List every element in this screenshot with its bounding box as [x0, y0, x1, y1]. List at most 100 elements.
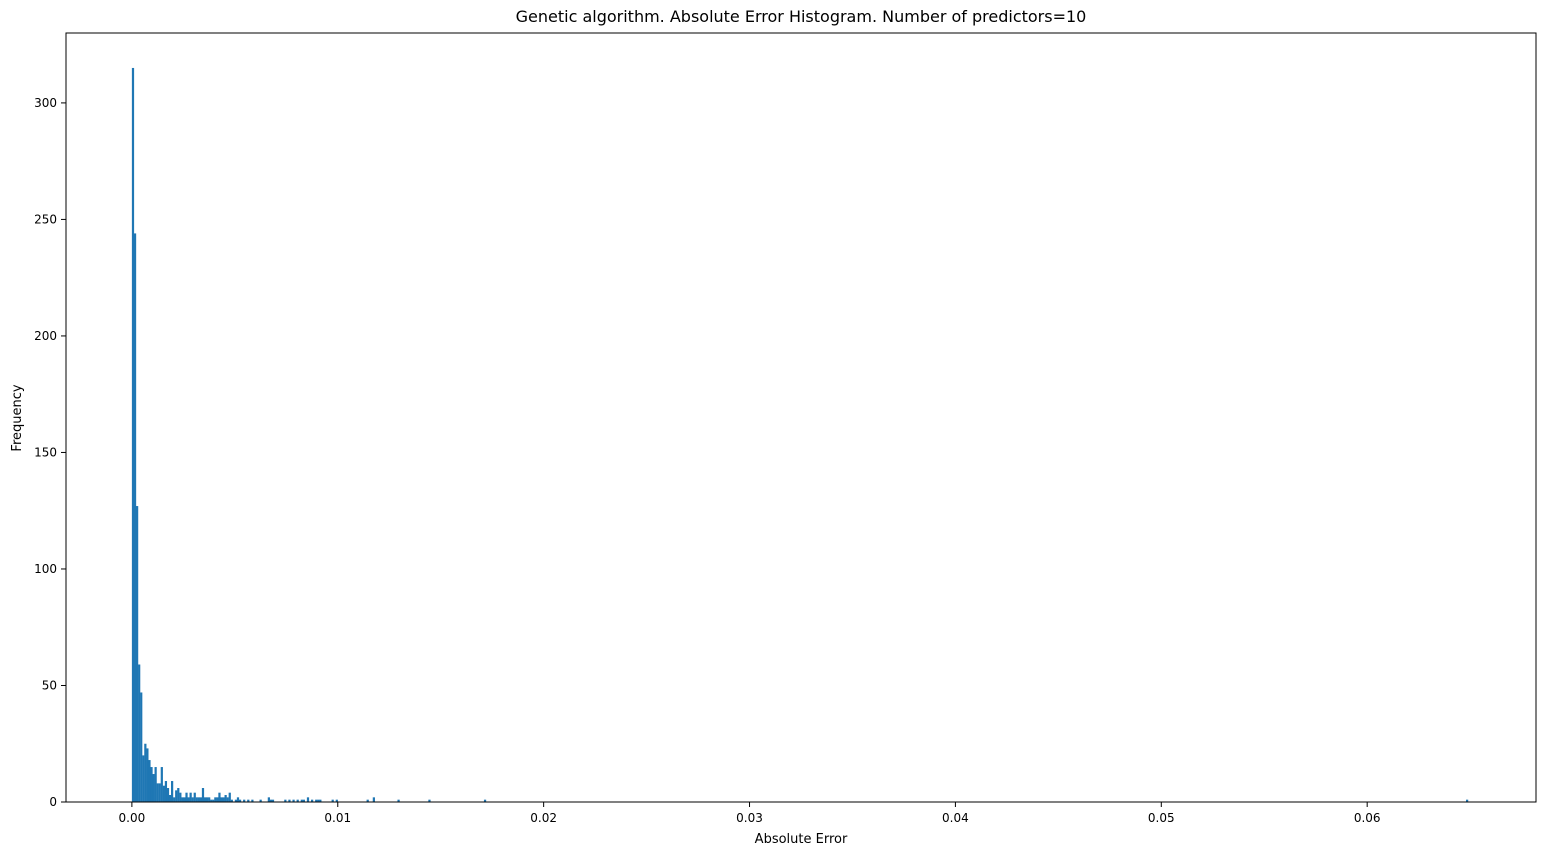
- histogram-bar: [292, 799, 295, 802]
- histogram-bar: [175, 790, 178, 802]
- histogram-bar: [284, 799, 287, 802]
- histogram-bar: [259, 799, 262, 802]
- histogram-bar: [269, 799, 273, 802]
- histogram-bar: [271, 799, 275, 802]
- histogram-bar: [251, 799, 254, 802]
- histogram-bar: [133, 233, 137, 802]
- bars-group: [131, 67, 1469, 802]
- histogram-bar: [197, 797, 200, 802]
- x-tick-label: 0.06: [1354, 811, 1381, 825]
- histogram-bar: [173, 797, 176, 802]
- histogram-bar: [185, 792, 188, 802]
- histogram-bar: [131, 67, 135, 802]
- histogram-bar: [226, 797, 229, 802]
- histogram-bar: [160, 767, 163, 802]
- histogram-bar: [138, 664, 141, 802]
- histogram-bar: [156, 783, 159, 802]
- histogram-bar: [372, 797, 375, 802]
- histogram-bar: [162, 785, 165, 802]
- histogram-bar: [300, 799, 303, 802]
- y-tick-label: 200: [34, 329, 57, 343]
- y-tick-label: 100: [34, 562, 57, 576]
- histogram-bar: [228, 792, 231, 802]
- histogram-bar: [317, 799, 320, 802]
- histogram-bar: [210, 799, 213, 802]
- histogram-bar: [212, 799, 215, 802]
- histogram-bar: [164, 781, 168, 802]
- histogram-bar: [166, 788, 170, 802]
- histogram-bar: [168, 795, 172, 802]
- histogram-bar: [218, 792, 221, 802]
- x-tick-label: 0.01: [324, 811, 351, 825]
- histogram-bar: [187, 797, 190, 802]
- histogram-bar: [148, 760, 151, 802]
- histogram-bar: [306, 797, 310, 802]
- y-tick-label: 300: [34, 96, 57, 110]
- histogram-bar: [224, 795, 227, 802]
- y-axis: 0 50 100 150 200 250 300: [34, 96, 66, 809]
- histogram-bar: [158, 783, 161, 802]
- x-tick-label: 0.04: [942, 811, 969, 825]
- histogram-bar: [140, 692, 143, 802]
- histogram-bar: [366, 799, 369, 802]
- x-tick-label: 0.03: [736, 811, 763, 825]
- x-tick-label: 0.00: [119, 811, 146, 825]
- y-tick-label: 150: [34, 445, 57, 459]
- histogram-bar: [315, 799, 318, 802]
- histogram-bar: [247, 799, 250, 802]
- histogram-bar: [189, 792, 192, 802]
- histogram-bar: [181, 797, 184, 802]
- histogram-bar: [203, 797, 207, 802]
- y-tick-label: 250: [34, 212, 57, 226]
- histogram-bar: [428, 799, 431, 802]
- histogram-bar: [243, 799, 246, 802]
- histogram-bar: [171, 781, 174, 802]
- x-tick-label: 0.02: [530, 811, 557, 825]
- histogram-bar: [230, 799, 233, 802]
- histogram-bar: [177, 788, 180, 802]
- histogram-bar: [193, 792, 196, 802]
- histogram-bar: [201, 788, 205, 802]
- histogram-bar: [319, 799, 322, 802]
- histogram-bar: [238, 799, 242, 802]
- histogram-bar: [214, 797, 217, 802]
- histogram-bar: [146, 748, 149, 802]
- histogram-bar: [154, 767, 157, 802]
- histogram-bar: [208, 797, 211, 802]
- histogram-bar: [397, 799, 400, 802]
- histogram-bar: [267, 797, 270, 802]
- histogram-bar: [302, 799, 305, 802]
- histogram-bar: [220, 797, 223, 802]
- chart-title: Genetic algorithm. Absolute Error Histog…: [516, 7, 1087, 26]
- histogram-bar: [236, 797, 240, 802]
- x-axis: 0.00 0.01 0.02 0.03 0.04 0.05 0.06: [119, 802, 1381, 825]
- histogram-bar: [152, 774, 155, 802]
- histogram-bar: [331, 799, 334, 802]
- histogram-bar: [195, 797, 198, 802]
- histogram-bar: [179, 792, 182, 802]
- y-tick-label: 50: [42, 678, 57, 692]
- histogram-bar: [150, 767, 153, 802]
- histogram-bar: [206, 797, 209, 802]
- histogram-bar: [288, 799, 291, 802]
- histogram-bar: [234, 799, 238, 802]
- histogram-bar: [199, 797, 203, 802]
- plot-frame: [65, 32, 1537, 803]
- x-axis-label: Absolute Error: [755, 832, 848, 847]
- histogram-bar: [136, 506, 139, 802]
- histogram-bar: [483, 799, 487, 802]
- histogram-bar: [1466, 799, 1469, 802]
- y-axis-label: Frequency: [10, 384, 25, 451]
- histogram-bar: [183, 797, 186, 802]
- histogram-bar: [216, 797, 219, 802]
- histogram-bar: [311, 799, 314, 802]
- histogram-bar: [142, 755, 145, 802]
- histogram-bar: [144, 743, 147, 802]
- histogram-bar: [222, 797, 225, 802]
- histogram-bar: [335, 799, 338, 802]
- histogram-bar: [296, 799, 299, 802]
- histogram-bar: [191, 797, 194, 802]
- x-tick-label: 0.05: [1148, 811, 1175, 825]
